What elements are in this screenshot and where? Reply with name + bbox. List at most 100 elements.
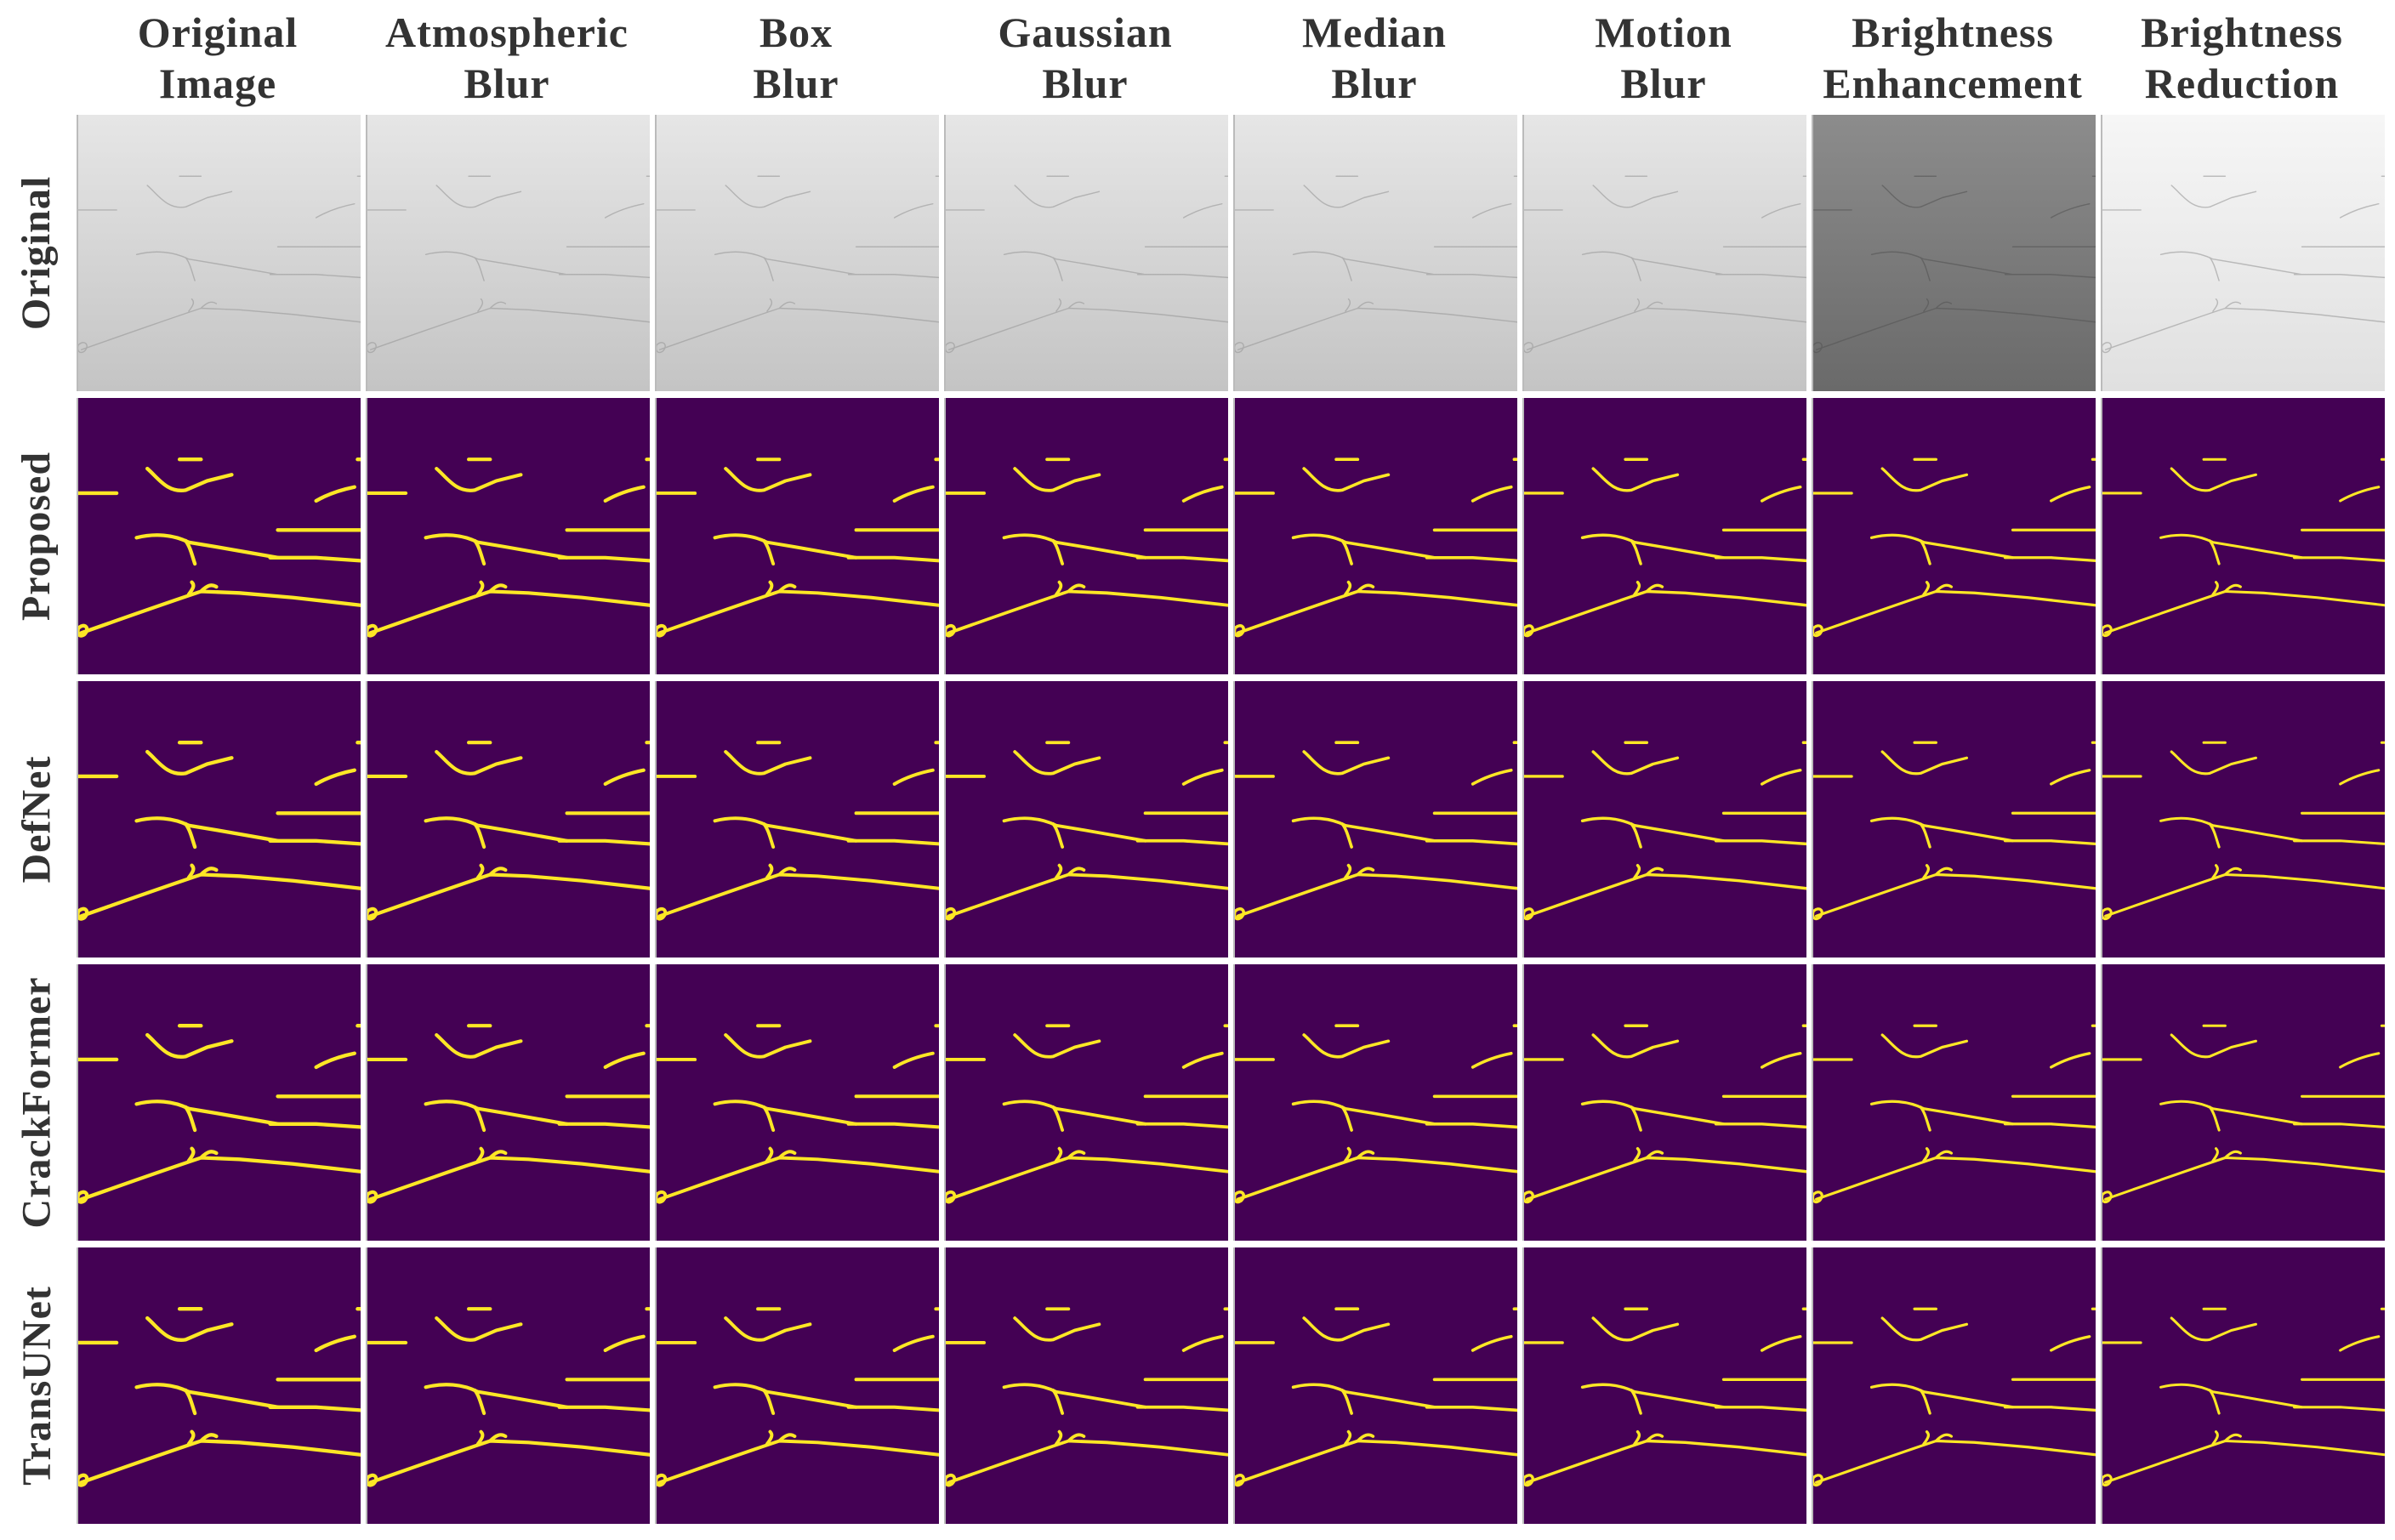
background <box>946 398 1228 674</box>
column-header: Box Blur <box>651 0 941 115</box>
column-header: Atmospheric Blur <box>362 0 651 115</box>
background <box>1813 115 2096 391</box>
input-image <box>1522 115 1806 391</box>
segmentation-mask <box>1233 964 1517 1241</box>
background <box>2102 681 2385 958</box>
segmentation-mask <box>1522 1247 1806 1524</box>
header-line: Reduction <box>2144 59 2340 107</box>
background <box>367 681 650 958</box>
background <box>367 115 650 391</box>
header-line: Image <box>158 59 277 107</box>
segmentation-mask <box>2101 1247 2385 1524</box>
row-label: Proposed <box>0 398 73 674</box>
segmentation-mask <box>77 681 361 958</box>
background <box>78 1247 361 1524</box>
row-label-text: Original <box>14 175 60 331</box>
column-header: Brightness Enhancement <box>1808 0 2097 115</box>
segmentation-mask <box>366 681 650 958</box>
segmentation-mask <box>655 398 939 674</box>
row-label: DefNet <box>0 681 73 958</box>
row-label: CrackFormer <box>0 964 73 1241</box>
input-image <box>655 115 939 391</box>
background <box>2102 398 2385 674</box>
header-line: Atmospheric <box>385 8 629 56</box>
row-label: Original <box>0 115 73 391</box>
column-header: Gaussian Blur <box>941 0 1230 115</box>
background <box>1524 115 1806 391</box>
header-line: Enhancement <box>1823 59 2083 107</box>
input-image <box>944 115 1228 391</box>
background <box>657 681 939 958</box>
segmentation-mask <box>1812 681 2096 958</box>
header-line: Blur <box>464 59 550 107</box>
header-line: Blur <box>753 59 839 107</box>
segmentation-mask <box>944 964 1228 1241</box>
header-line: Gaussian <box>998 8 1173 56</box>
background <box>367 398 650 674</box>
background <box>78 964 361 1241</box>
segmentation-mask <box>655 1247 939 1524</box>
header-line: Blur <box>1620 59 1707 107</box>
segmentation-mask <box>2101 964 2385 1241</box>
background <box>1235 115 1517 391</box>
background <box>657 964 939 1241</box>
segmentation-mask <box>1812 398 2096 674</box>
segmentation-mask <box>77 398 361 674</box>
segmentation-mask <box>944 681 1228 958</box>
background <box>946 115 1228 391</box>
background <box>946 964 1228 1241</box>
header-line: Box <box>759 8 833 56</box>
background <box>1235 681 1517 958</box>
background <box>367 964 650 1241</box>
row-label-text: TransUNet <box>14 1286 60 1486</box>
segmentation-mask <box>655 964 939 1241</box>
background <box>657 1247 939 1524</box>
background <box>1813 1247 2096 1524</box>
column-header: Original Image <box>73 0 362 115</box>
header-line: Blur <box>1331 59 1418 107</box>
background <box>1813 964 2096 1241</box>
background <box>2102 964 2385 1241</box>
background <box>1524 681 1806 958</box>
header-line: Motion <box>1595 8 1732 56</box>
column-header: Median Blur <box>1230 0 1519 115</box>
segmentation-mask <box>1233 398 1517 674</box>
header-line: Brightness <box>2141 8 2343 56</box>
segmentation-mask <box>366 1247 650 1524</box>
background <box>1813 681 2096 958</box>
segmentation-mask <box>366 964 650 1241</box>
background <box>946 1247 1228 1524</box>
row-label-text: CrackFormer <box>14 976 60 1229</box>
background <box>1235 964 1517 1241</box>
segmentation-mask <box>944 1247 1228 1524</box>
background <box>367 1247 650 1524</box>
background <box>1524 1247 1806 1524</box>
background <box>78 398 361 674</box>
segmentation-mask <box>1233 1247 1517 1524</box>
segmentation-mask <box>1522 398 1806 674</box>
background <box>2102 115 2385 391</box>
segmentation-mask <box>1522 964 1806 1241</box>
header-line: Original <box>137 8 299 56</box>
segmentation-mask <box>1812 1247 2096 1524</box>
input-image <box>2101 115 2385 391</box>
column-header: Motion Blur <box>1519 0 1808 115</box>
segmentation-mask <box>77 964 361 1241</box>
background <box>2102 1247 2385 1524</box>
segmentation-mask <box>1522 681 1806 958</box>
background <box>657 115 939 391</box>
background <box>657 398 939 674</box>
background <box>1524 398 1806 674</box>
segmentation-mask <box>1812 964 2096 1241</box>
segmentation-mask <box>2101 681 2385 958</box>
row-label: TransUNet <box>0 1247 73 1524</box>
header-line: Median <box>1302 8 1447 56</box>
header-line: Brightness <box>1852 8 2054 56</box>
column-header: Brightness Reduction <box>2097 0 2386 115</box>
background <box>1235 398 1517 674</box>
segmentation-mask <box>366 398 650 674</box>
segmentation-mask <box>77 1247 361 1524</box>
input-image <box>1233 115 1517 391</box>
background <box>1813 398 2096 674</box>
